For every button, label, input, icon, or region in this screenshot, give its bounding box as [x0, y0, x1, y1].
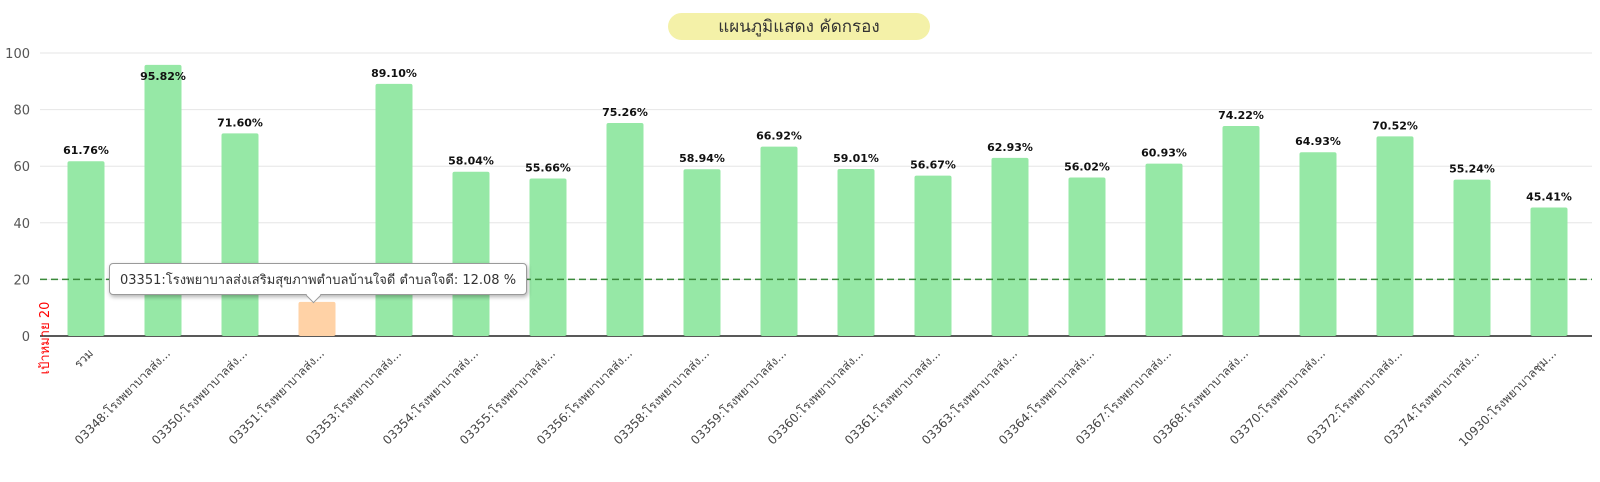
y-tick-label: 100	[5, 47, 30, 62]
x-axis-labels: รวม03348:โรงพยาบาลส่ง...03350:โรงพยาบาลส…	[71, 346, 1560, 450]
data-label: 58.94%	[679, 152, 725, 165]
bar	[683, 169, 721, 336]
y-tick-label: 60	[13, 160, 30, 175]
x-tick-label: รวม	[71, 346, 96, 371]
data-label: 58.04%	[448, 155, 494, 168]
data-label: 66.92%	[756, 130, 802, 143]
data-labels: 61.76% 95.82% 71.60% 89.10% 58.04% 55.66% 75.2…	[63, 67, 1572, 204]
data-label: 64.93%	[1295, 135, 1341, 148]
data-label: 55.66%	[525, 161, 571, 174]
bar	[298, 301, 336, 336]
data-label: 75.26%	[602, 106, 648, 119]
data-label: 60.93%	[1141, 147, 1187, 160]
y-tick-label: 20	[13, 273, 30, 288]
bar-tooltip: 03351:โรงพยาบาลส่งเสริมสุขภาพตำบลบ้านใจด…	[109, 263, 528, 295]
bar	[375, 83, 413, 336]
bar	[991, 157, 1029, 336]
data-label: 56.02%	[1064, 160, 1110, 173]
data-label: 59.01%	[833, 152, 879, 165]
bar	[1376, 136, 1414, 336]
bar	[1145, 163, 1183, 336]
data-label: 74.22%	[1218, 109, 1264, 122]
bar	[1453, 179, 1491, 336]
bar	[221, 133, 259, 336]
bar	[144, 64, 182, 336]
y-tick-label: 80	[13, 104, 30, 119]
y-tick-label: 0	[22, 330, 30, 345]
chart-title: แผนภูมิแสดง คัดกรอง	[668, 13, 930, 40]
y-tick-label: 40	[13, 217, 30, 232]
data-label: 56.67%	[910, 159, 956, 172]
bars	[67, 64, 1568, 337]
data-label: 70.52%	[1372, 119, 1418, 132]
bar	[914, 175, 952, 336]
bar	[67, 161, 105, 336]
bar	[1068, 177, 1106, 336]
data-label: 62.93%	[987, 141, 1033, 154]
bar	[760, 146, 798, 336]
bar	[606, 123, 644, 337]
grid-lines	[40, 52, 1592, 280]
bar	[1530, 207, 1568, 336]
data-label: 71.60%	[217, 116, 263, 129]
bar	[1222, 125, 1260, 336]
bar	[1299, 152, 1337, 336]
y-axis-ticks: 0 20 40 60 80 100	[5, 47, 30, 345]
data-label: 45.41%	[1526, 190, 1572, 203]
data-label: 95.82%	[140, 70, 186, 83]
data-label: 55.24%	[1449, 163, 1495, 176]
data-label: 89.10%	[371, 67, 417, 80]
data-label: 61.76%	[63, 144, 109, 157]
target-label: เป้าหมาย 20	[38, 302, 53, 375]
bar	[452, 171, 490, 336]
bar	[529, 178, 567, 336]
bar	[837, 169, 875, 336]
